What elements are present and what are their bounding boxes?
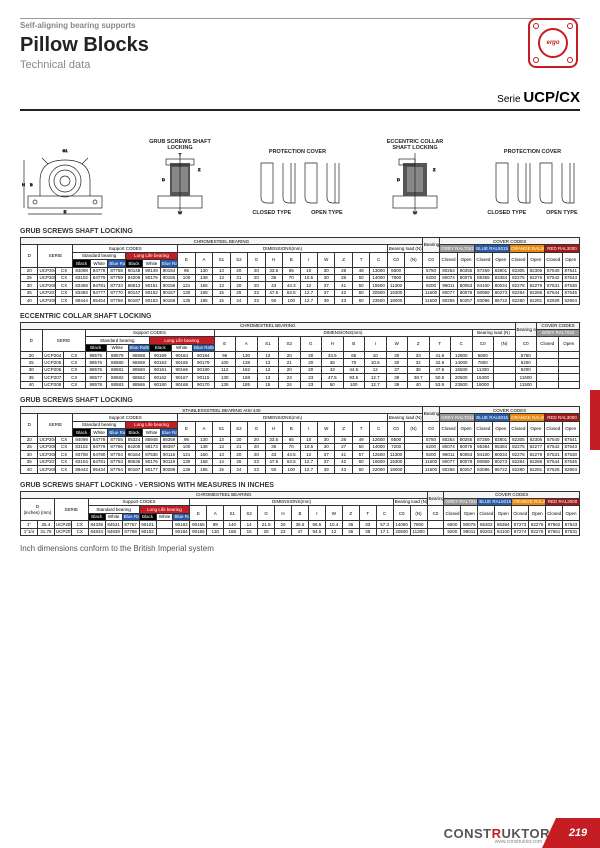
table-row: 40UCP208CX894438543487764901879017790286… (21, 466, 580, 473)
table-row: 40UCP208CX894448545487768901879015390158… (21, 297, 580, 304)
cover-diagram-1 (253, 155, 343, 210)
table-row: 20UCP204CX885758857988558901699016490184… (21, 352, 580, 359)
svg-text:W: W (178, 210, 182, 215)
svg-text:D: D (162, 177, 165, 182)
svg-text:H: H (22, 182, 25, 187)
data-table: CHROMESTEEL BEARINGBearing support loadC… (20, 237, 580, 305)
data-table: CHROMESTEEL BEARINGBearing support loadC… (20, 491, 580, 536)
table-row: 20UCP204CX840988477887755853248594888359… (21, 436, 580, 443)
page-subtitle: Technical data (20, 59, 580, 71)
table-row: 35UCP207CX885778858288562901629016790115… (21, 374, 580, 381)
svg-text:T: T (179, 152, 182, 157)
table-row: 35UCP207CX831048478187763886369017690119… (21, 458, 580, 465)
section-title: GRUB SCREWS SHAFT LOCKING (20, 228, 580, 235)
table-row: 1"25.4UCP205CX84335845318776790101901839… (21, 521, 580, 528)
brand-logo: ergo (528, 18, 578, 68)
table-row: 1"1/431.75UCP207CX8483484839877699010290… (21, 528, 580, 535)
svg-text:S1: S1 (63, 148, 69, 153)
svg-text:Z: Z (433, 167, 436, 172)
table-row: 25UCP205CX885768858088559901639016590179… (21, 359, 580, 366)
table-row: 35UCP207CX834938477787770901479015290157… (21, 289, 580, 296)
diagram-row: E H B S1 GRUB SCREWS SHAFT LOCKING W T Z… (20, 121, 580, 216)
table-row: 20UCP204CX840988477887758901489014990154… (21, 267, 580, 274)
section-title: ECCENTRIC COLLAR SHAFT LOCKING (20, 313, 580, 320)
side-tab (590, 390, 600, 450)
page-number: 219 (556, 818, 600, 848)
page-footer: CONSTRUKTOR www.construktor.com 219 (0, 818, 600, 848)
grub-front-diagram: W T Z D (150, 151, 210, 216)
page-title: Pillow Blocks (20, 34, 580, 57)
table-row: 40UCP208CX885788858388566901809016890170… (21, 381, 580, 388)
cover-diagram-2 (488, 155, 578, 210)
table-row: 25UCP205CX831028477987759842099017890155… (21, 274, 580, 281)
svg-text:D: D (397, 177, 400, 182)
section-title: GRUB SCREWS SHAFT LOCKING - VERSIONS WIT… (20, 482, 580, 489)
data-table: CHROMESTEEL BEARINGBearing support loadC… (20, 322, 580, 390)
series-line: Serie UCP/CX (20, 89, 580, 111)
closed-label-1: CLOSED TYPE (252, 210, 291, 216)
footer-url: www.construktor.com (495, 839, 542, 845)
eccentric-label: ECCENTRIC COLLAR SHAFT LOCKING (380, 139, 450, 151)
svg-text:Z: Z (198, 167, 201, 172)
svg-text:W: W (413, 210, 417, 215)
grub-label: GRUB SCREWS SHAFT LOCKING (145, 139, 215, 151)
table-row: 30UCP206CX834598478187733886139015190156… (21, 282, 580, 289)
category-header: Self-aligning bearing supports (20, 18, 580, 30)
open-label-1: OPEN TYPE (311, 210, 342, 216)
open-label-2: OPEN TYPE (546, 210, 577, 216)
eccentric-front-diagram: W Z D (385, 151, 445, 216)
table-row: 25UCP205CX831028477987766842098817388397… (21, 443, 580, 450)
inch-note: Inch dimensions conform to the British I… (20, 544, 580, 553)
data-table: STAINLESSSTEEL BEARING AISI 440Bearing s… (20, 406, 580, 474)
closed-label-2: CLOSED TYPE (487, 210, 526, 216)
svg-text:B: B (30, 182, 33, 187)
section-title: GRUB SCREWS SHAFT LOCKING (20, 397, 580, 404)
table-row: 30UCP206CX837088478087764901648753690116… (21, 451, 580, 458)
svg-text:E: E (64, 209, 67, 214)
pillow-side-diagram: E H B S1 (22, 146, 108, 216)
table-row: 30UCP206CX885768858188560901619016690180… (21, 366, 580, 373)
